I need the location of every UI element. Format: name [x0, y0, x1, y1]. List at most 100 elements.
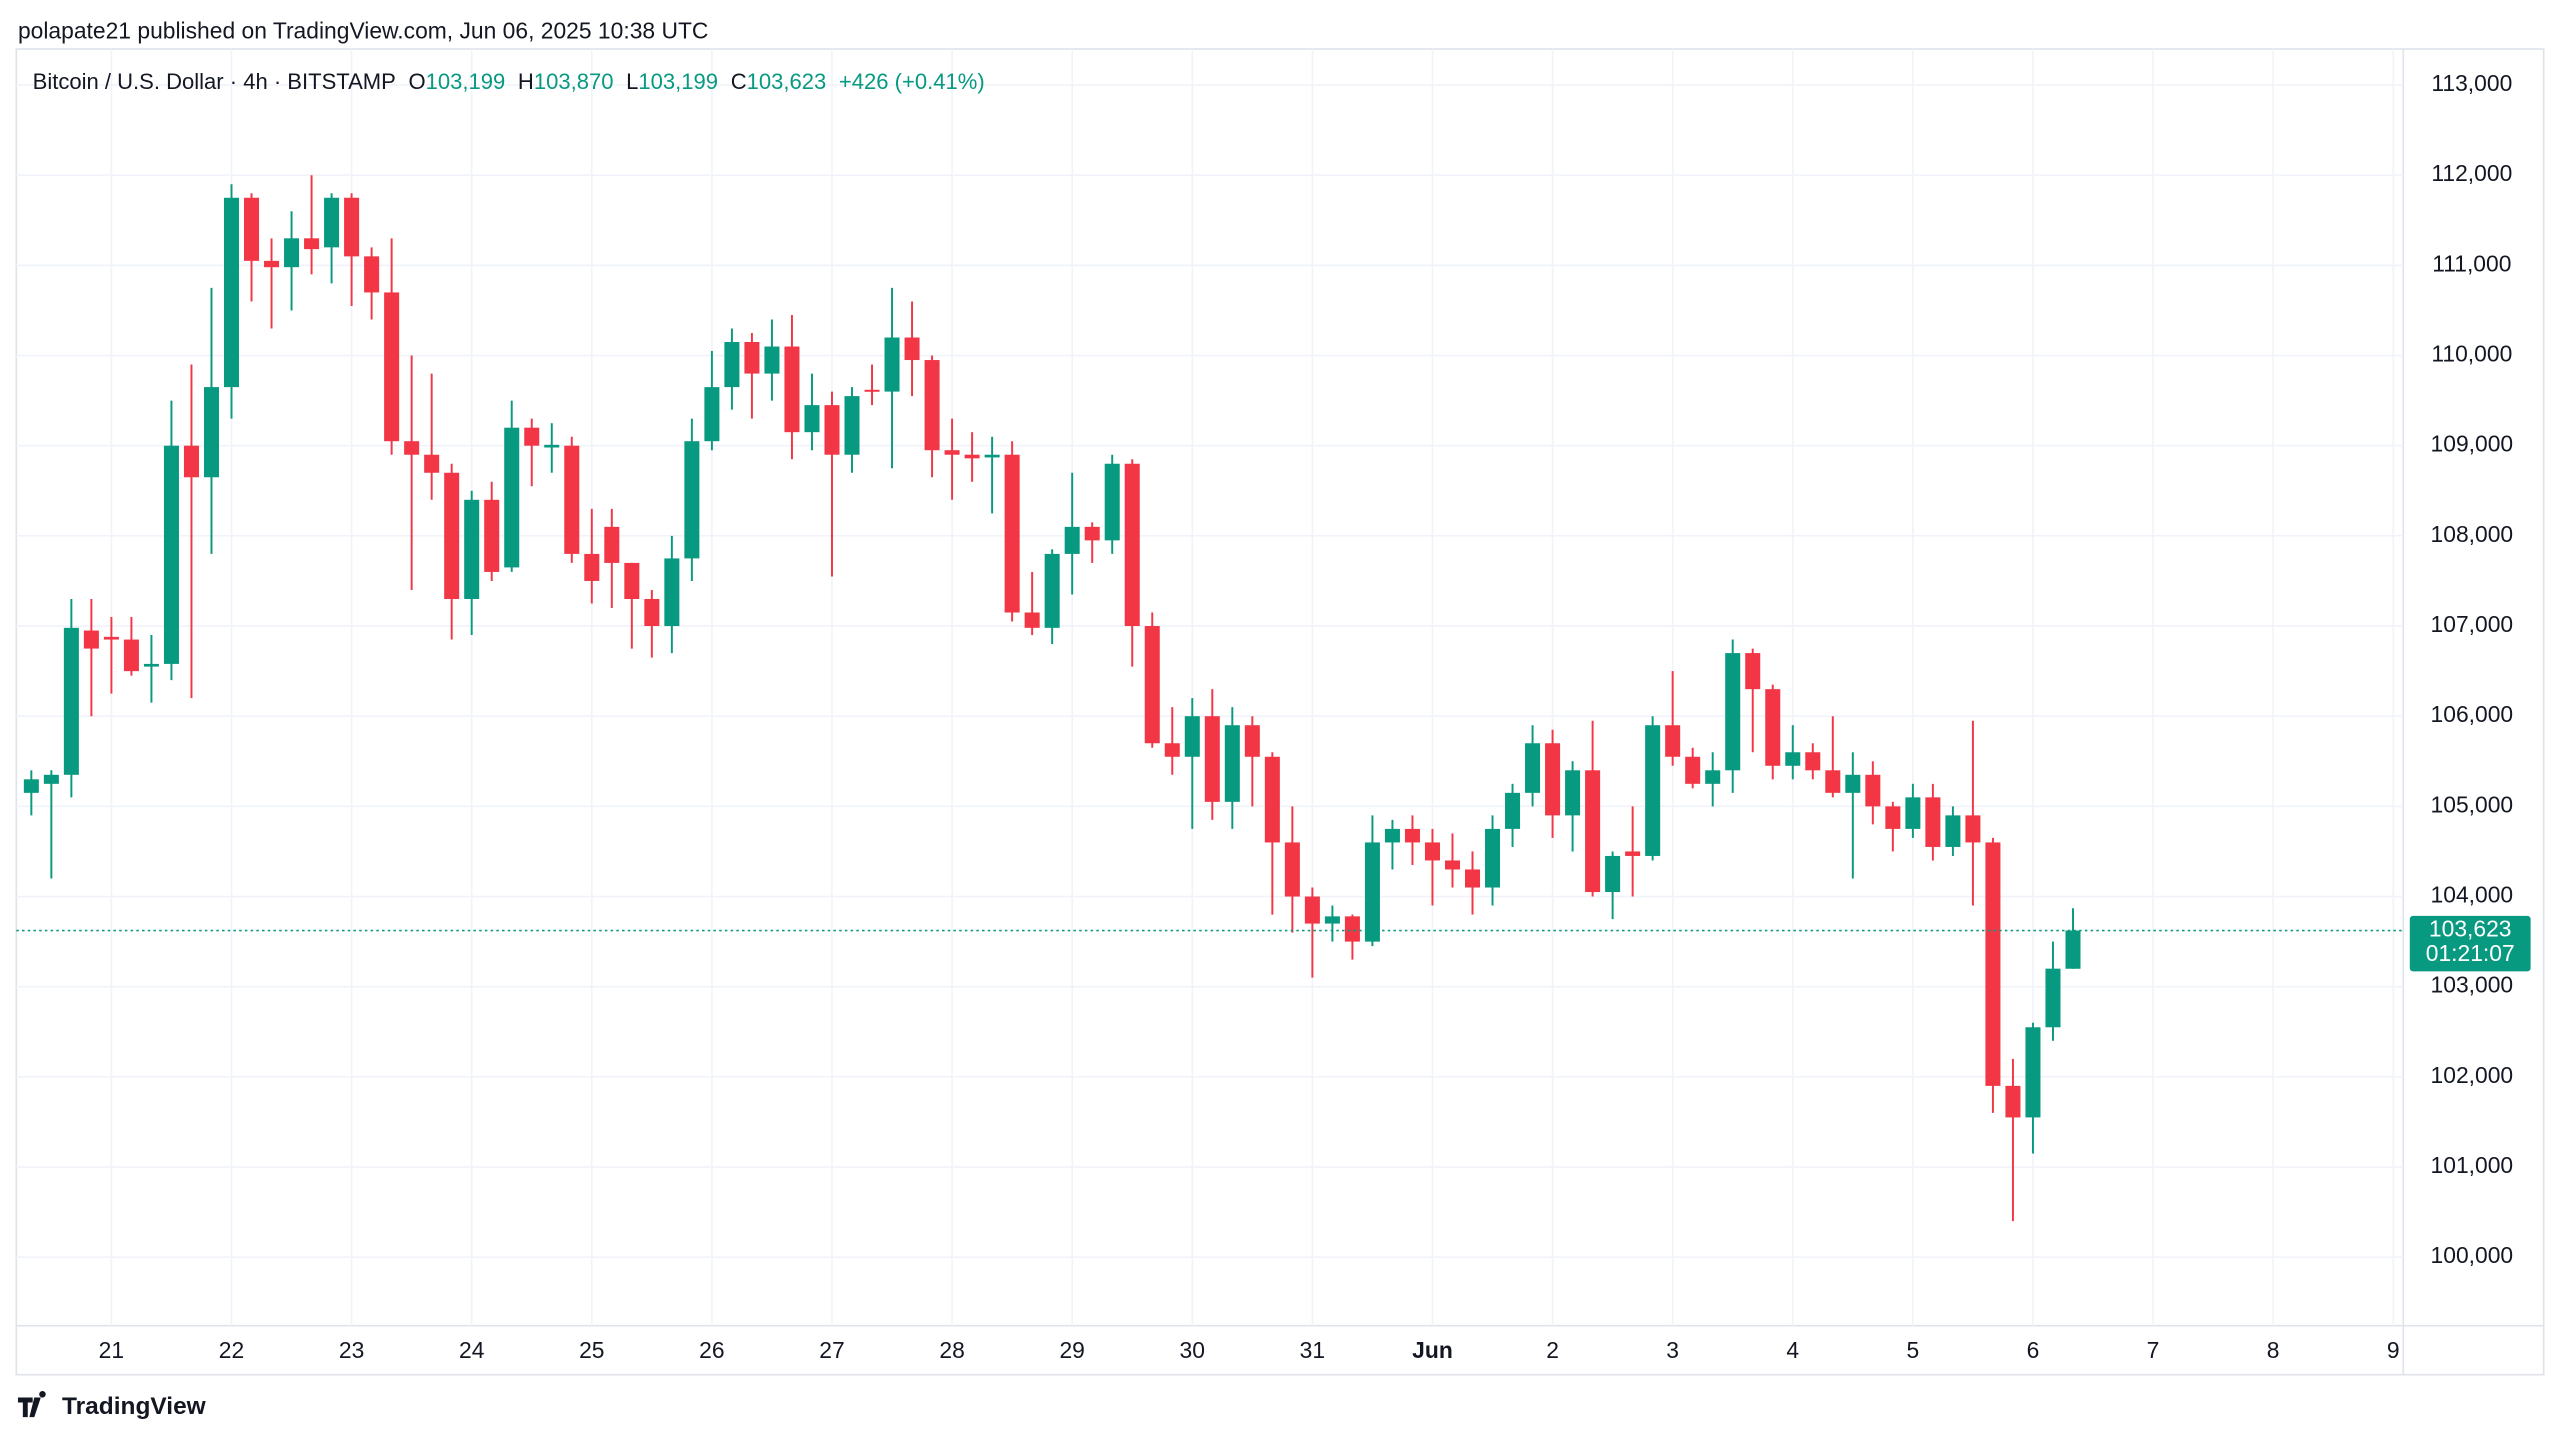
open-label: O — [409, 69, 426, 94]
logo — [17, 1391, 46, 1418]
candle-body — [1585, 770, 1601, 893]
candle-body — [904, 337, 920, 361]
candle-body — [844, 396, 860, 455]
candle-body — [504, 427, 520, 568]
candle-body — [1765, 689, 1781, 766]
candle-body — [884, 337, 900, 392]
candle-body — [544, 444, 560, 448]
candle-body — [1424, 842, 1440, 861]
candle-body — [1985, 842, 2001, 1086]
x-tick-label: 31 — [1300, 1337, 1325, 1363]
x-tick-label: Jun — [1412, 1337, 1453, 1363]
high-value: 103,870 — [534, 69, 614, 94]
candle-body — [2005, 1085, 2021, 1118]
x-tick-label: 2 — [1546, 1337, 1559, 1363]
candle-body — [244, 197, 260, 261]
candle-body — [684, 441, 700, 559]
x-tick-label: 28 — [939, 1337, 964, 1363]
candle-body — [784, 346, 800, 433]
candle-body — [2045, 968, 2061, 1028]
candle-body — [584, 553, 600, 581]
candle-body — [1304, 896, 1320, 924]
symbol: Bitcoin / U.S. Dollar · 4h · BITSTAMP — [33, 69, 396, 94]
legend: Bitcoin / U.S. Dollar · 4h · BITSTAMP O1… — [33, 69, 985, 94]
open-value: 103,199 — [426, 69, 506, 94]
candle-body — [764, 346, 780, 374]
candle-body — [824, 405, 840, 455]
candle-body — [1725, 653, 1741, 771]
y-tick-label: 109,000 — [2431, 431, 2514, 457]
low-value: 103,199 — [638, 69, 718, 94]
price-tag-countdown: 01:21:07 — [2426, 940, 2515, 966]
price-tag-value: 103,623 — [2429, 916, 2512, 942]
candle-body — [43, 774, 59, 784]
candle-body — [1044, 553, 1060, 628]
candle-body — [344, 197, 360, 257]
y-tick-label: 103,000 — [2431, 972, 2514, 998]
candle-body — [304, 238, 320, 250]
candle-body — [664, 558, 680, 627]
x-tick-label: 22 — [219, 1337, 244, 1363]
candle-body — [1384, 828, 1400, 843]
candle-body — [203, 387, 219, 478]
y-tick-label: 110,000 — [2431, 341, 2512, 367]
candle-body — [1965, 815, 1981, 843]
candle-body — [1485, 828, 1501, 888]
candle-body — [83, 630, 99, 649]
candle-body — [1785, 752, 1801, 766]
candle-body — [464, 499, 480, 599]
candle-body — [1805, 752, 1821, 771]
x-tick-label: 26 — [699, 1337, 724, 1363]
y-tick-label: 113,000 — [2431, 70, 2512, 96]
candle-body — [1244, 725, 1260, 757]
candle-body — [1905, 797, 1921, 829]
candle-body — [1144, 626, 1160, 744]
candle-body — [103, 636, 119, 640]
candle-body — [1344, 916, 1360, 942]
x-tick-label: 25 — [579, 1337, 604, 1363]
candle-body — [1164, 743, 1180, 757]
candle-body — [63, 627, 79, 775]
x-tick-label: 24 — [459, 1337, 485, 1363]
y-tick-label: 106,000 — [2431, 701, 2514, 727]
candle-body — [1124, 463, 1140, 627]
y-tick-label: 105,000 — [2431, 791, 2514, 817]
y-tick-label: 108,000 — [2431, 521, 2514, 547]
candle-body — [1204, 716, 1220, 802]
candle-body — [123, 639, 139, 672]
y-tick-label: 112,000 — [2431, 160, 2512, 186]
candle-body — [1545, 743, 1561, 816]
candle-body — [324, 197, 340, 248]
candle-body — [223, 197, 240, 388]
x-tick-label: 21 — [99, 1337, 124, 1363]
candle-body — [163, 445, 179, 664]
candle-body — [984, 454, 1000, 458]
candle-body — [264, 260, 280, 268]
candle-body — [1865, 774, 1881, 807]
candle-body — [1845, 774, 1861, 793]
candle-body — [1645, 725, 1661, 856]
candle-body — [1364, 842, 1380, 942]
candle-body — [1444, 860, 1461, 870]
candle-body — [604, 526, 620, 563]
candle-body — [444, 472, 460, 599]
candle-body — [804, 405, 820, 433]
candle-body — [364, 256, 380, 293]
candle-body — [1104, 463, 1120, 541]
price-tag — [2409, 915, 2531, 972]
candle-body — [1004, 454, 1020, 613]
candle-body — [1264, 756, 1280, 843]
candle-body — [2065, 930, 2081, 969]
x-tick-label: 8 — [2267, 1337, 2280, 1363]
candle-body — [1925, 797, 1941, 847]
x-tick-label: 3 — [1666, 1337, 1679, 1363]
candle-body — [724, 342, 740, 388]
close-value: 103,623 — [747, 69, 827, 94]
candle-body — [1224, 725, 1240, 802]
candle-body — [1505, 792, 1521, 829]
candle-body — [1825, 770, 1841, 793]
candle-body — [1084, 526, 1100, 541]
candle-body — [1665, 725, 1681, 757]
x-tick-label: 5 — [1907, 1337, 1920, 1363]
